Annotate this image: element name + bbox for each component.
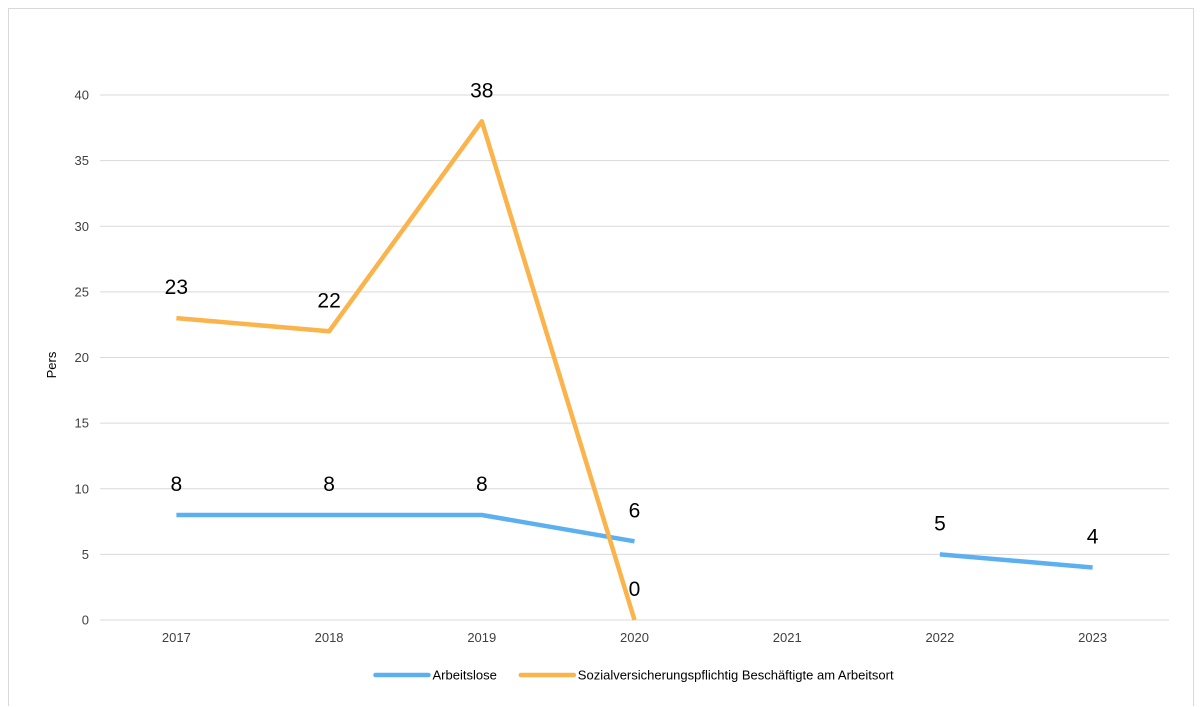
legend-item-0: Arbeitslose — [373, 668, 497, 683]
chart-frame: 0 5 10 15 20 25 30 35 40 2017 2018 2019 2020 2021 2022… — [8, 8, 1194, 706]
y-tick-label: 20 — [75, 350, 89, 365]
x-tick-label: 2019 — [467, 630, 496, 645]
data-label: 8 — [171, 473, 183, 496]
gridlines — [100, 94, 1169, 555]
data-label: 23 — [165, 276, 188, 299]
data-label: 5 — [934, 512, 946, 535]
series-line-0-segment-1 — [939, 552, 1093, 570]
data-label: 38 — [470, 79, 493, 102]
y-tick-label: 30 — [75, 219, 89, 234]
legend-label: Sozialversicherungspflichtig Beschäftigt… — [578, 668, 894, 683]
data-label: 8 — [323, 473, 335, 496]
series-line-0-segment-0 — [176, 512, 635, 544]
data-labels: 8 8 8 6 5 4 23 22 38 0 — [165, 79, 1099, 601]
y-tick-label: 10 — [75, 481, 89, 496]
series-lines — [176, 119, 1093, 621]
data-label: 0 — [629, 578, 641, 601]
data-label: 8 — [476, 473, 488, 496]
x-tick-label: 2018 — [315, 630, 344, 645]
x-tick-label: 2020 — [620, 630, 649, 645]
series-line-1-segment-0 — [176, 119, 637, 621]
data-label: 22 — [317, 289, 340, 312]
legend: Arbeitslose Sozialversicherungspflichtig … — [373, 668, 894, 683]
y-axis-title: Pers — [44, 351, 59, 378]
y-tick-label: 35 — [75, 153, 89, 168]
y-tick-label: 5 — [82, 547, 89, 562]
x-tick-label: 2023 — [1078, 630, 1107, 645]
y-tick-label: 15 — [75, 416, 89, 431]
legend-item-1: Sozialversicherungspflichtig Beschäftigt… — [518, 668, 894, 683]
y-tick-label: 40 — [75, 88, 89, 103]
legend-label: Arbeitslose — [433, 668, 497, 683]
y-tick-label: 25 — [75, 284, 89, 299]
data-label: 4 — [1087, 526, 1099, 549]
data-label: 6 — [629, 499, 641, 522]
y-tick-label: 0 — [82, 613, 89, 628]
x-tick-label: 2021 — [773, 630, 802, 645]
x-tick-label: 2017 — [162, 630, 191, 645]
x-tick-label: 2022 — [925, 630, 954, 645]
